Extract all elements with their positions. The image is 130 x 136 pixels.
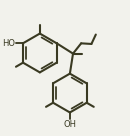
Text: HO: HO (2, 39, 15, 48)
Text: OH: OH (63, 120, 76, 129)
